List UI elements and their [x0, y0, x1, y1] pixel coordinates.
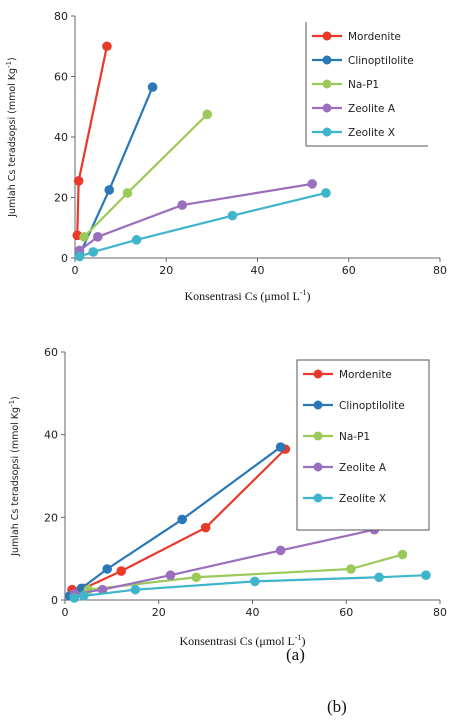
data-point-zeolite-a	[307, 179, 318, 189]
data-point-zeolite-x	[130, 584, 141, 595]
y-tick-label: 0	[51, 594, 58, 607]
x-tick-label: 80	[433, 606, 447, 619]
data-point-clinoptilolite	[275, 442, 286, 452]
data-point-zeolite-x	[69, 593, 80, 603]
legend-label-zeolite-a: Zeolite A	[348, 103, 396, 115]
data-point-na-p1	[397, 549, 408, 560]
data-point-zeolite-a	[177, 200, 188, 210]
data-point-clinoptilolite	[104, 185, 115, 195]
data-point-zeolite-x	[88, 247, 99, 257]
legend-marker-mordenite	[313, 369, 323, 379]
x-tick-label: 60	[342, 264, 356, 277]
data-point-clinoptilolite	[102, 564, 112, 574]
legend-border	[296, 359, 430, 531]
y-axis-label: Jumlah Cs teradsopsi (mmol Kg-1)	[5, 57, 18, 218]
x-axis-label: Konsentrasi Cs (μmol L-1)	[179, 633, 305, 648]
data-point-clinoptilolite	[147, 82, 158, 92]
data-point-zeolite-x	[131, 235, 142, 245]
x-tick-label: 20	[152, 606, 166, 619]
y-tick-label: 20	[44, 511, 58, 524]
chart-b: 0 20 40 60 0 20 40 60 80 Konsentrasi Cs (μmol L-1…	[8, 346, 447, 648]
legend-label-na-p1: Na-P1	[339, 431, 370, 443]
legend-label-clinoptilolite: Clinoptilolite	[339, 400, 405, 412]
chart-a: 0 20 40 60 80 0 20 40 60 80 Konsentrasi Cs (μmol L…	[5, 10, 447, 303]
data-point-zeolite-a	[165, 570, 176, 580]
legend-marker-clinoptilolite	[313, 400, 323, 410]
data-point-zeolite-x	[421, 570, 431, 580]
legend-label-mordenite: Mordenite	[339, 369, 392, 381]
legend-label-clinoptilolite: Clinoptilolite	[348, 55, 414, 67]
legend-marker-mordenite	[322, 31, 332, 41]
y-tick-label: 0	[61, 252, 68, 265]
legend-label-zeolite-x: Zeolite X	[339, 493, 386, 505]
x-tick-label: 20	[159, 264, 173, 277]
x-tick-label: 0	[62, 606, 69, 619]
data-point-zeolite-x	[78, 591, 89, 601]
data-point-na-p1	[122, 188, 133, 198]
legend-marker-na-p1	[322, 79, 332, 89]
data-point-na-p1	[346, 564, 356, 574]
legend-label-mordenite: Mordenite	[348, 31, 401, 43]
caption-b: (b)	[327, 697, 347, 716]
legend-marker-na-p1	[313, 431, 323, 441]
data-point-zeolite-x	[374, 572, 384, 583]
data-point-zeolite-x	[74, 251, 85, 262]
x-axis-label: Konsentrasi Cs (μmol L-1)	[184, 288, 310, 303]
data-point-mordenite	[73, 176, 84, 186]
y-tick-label: 40	[54, 131, 68, 144]
data-point-na-p1	[79, 232, 89, 242]
y-tick-label: 40	[44, 429, 58, 442]
data-point-clinoptilolite	[177, 514, 187, 525]
legend-marker-zeolite-x	[322, 127, 332, 137]
x-tick-label: 40	[246, 606, 260, 619]
legend-label-zeolite-x: Zeolite X	[348, 127, 395, 139]
data-point-zeolite-a	[97, 584, 108, 595]
x-tick-label: 0	[72, 264, 79, 277]
legend: Mordenite Clinoptilolite Na-P1 Zeolite A Zeo…	[305, 22, 428, 147]
data-point-zeolite-x	[321, 188, 331, 198]
x-tick-label: 60	[339, 606, 353, 619]
y-tick-label: 60	[54, 71, 68, 84]
caption-a: (a)	[286, 645, 305, 664]
legend-label-zeolite-a: Zeolite A	[339, 462, 387, 474]
legend-marker-zeolite-a	[322, 103, 332, 113]
y-tick-label: 20	[54, 192, 68, 205]
data-point-zeolite-a	[275, 545, 286, 556]
series-line-zeolite-a	[78, 182, 313, 252]
data-point-zeolite-x	[250, 576, 260, 587]
legend: Mordenite Clinoptilolite Na-P1 Zeolite A Zeo…	[296, 359, 430, 531]
y-tick-label: 80	[54, 10, 68, 23]
legend-label-na-p1: Na-P1	[348, 79, 379, 91]
x-tick-label: 40	[251, 264, 265, 277]
x-tick-label: 80	[433, 264, 447, 277]
legend-marker-zeolite-a	[313, 462, 323, 472]
data-point-zeolite-a	[93, 232, 103, 242]
data-point-zeolite-x	[227, 210, 238, 221]
y-axis-label: Jumlah Cs teradsopsi (mmol Kg-1)	[8, 396, 21, 557]
data-point-mordenite	[102, 41, 112, 52]
legend-marker-clinoptilolite	[322, 55, 332, 65]
series-line-zeolite-x	[74, 574, 426, 600]
legend-marker-zeolite-x	[313, 493, 323, 503]
data-point-na-p1	[191, 572, 202, 583]
data-point-mordenite	[116, 566, 127, 576]
data-point-mordenite	[200, 522, 211, 533]
data-point-na-p1	[202, 109, 213, 120]
y-tick-label: 60	[44, 346, 58, 359]
